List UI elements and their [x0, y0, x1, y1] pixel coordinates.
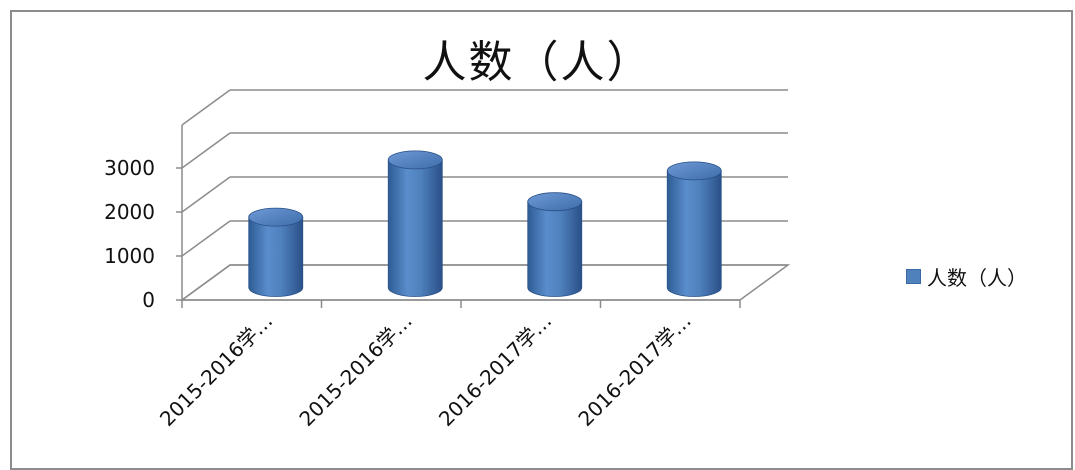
gridline-side — [181, 89, 231, 126]
y-tick-label: 2000 — [104, 200, 155, 224]
bar-body — [527, 201, 583, 297]
bar-body — [248, 216, 304, 297]
bar — [527, 192, 583, 297]
bar-body — [666, 170, 722, 297]
bar-body — [387, 159, 443, 297]
legend-label: 人数（人） — [927, 266, 1027, 290]
bar — [248, 207, 304, 297]
legend: 人数（人） — [906, 262, 1027, 291]
y-tick-label: 1000 — [104, 244, 155, 268]
gridline-side — [181, 132, 231, 169]
bar-top — [387, 150, 443, 170]
bar-top — [248, 207, 304, 227]
x-tick-label: 2016-2017学… — [573, 309, 695, 431]
bar — [387, 150, 443, 297]
legend-swatch — [906, 269, 921, 284]
x-tick-label: 2015-2016学… — [155, 309, 277, 431]
gridline-side — [181, 176, 231, 213]
bar — [666, 161, 722, 297]
bar-top — [527, 192, 583, 212]
x-tick-label: 2015-2016学… — [294, 309, 416, 431]
chart-title: 人数（人） — [422, 37, 653, 88]
gridline-side — [181, 220, 231, 257]
x-tick-label: 2016-2017学… — [434, 309, 556, 431]
y-tick-label: 0 — [142, 288, 155, 312]
y-tick-label: 3000 — [104, 156, 155, 180]
bar-top — [666, 161, 722, 181]
